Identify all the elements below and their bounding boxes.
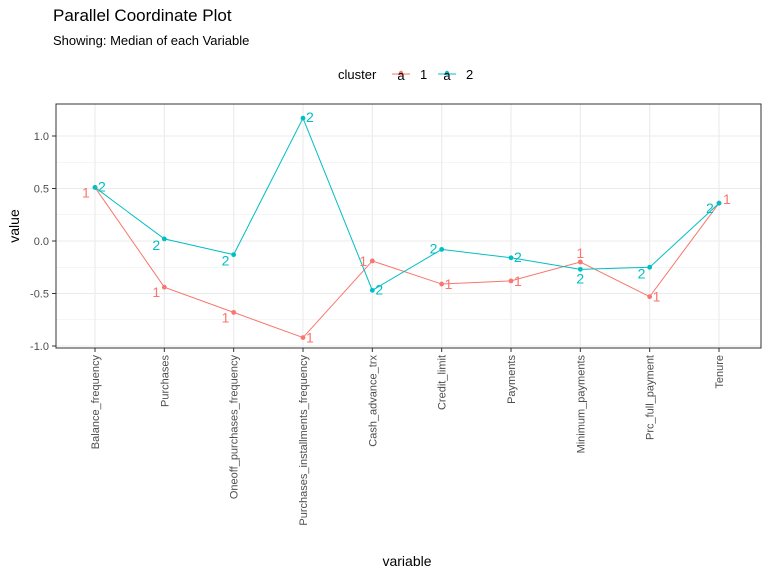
data-point	[508, 278, 514, 284]
x-tick-label: Payments	[506, 355, 518, 404]
chart-subtitle: Showing: Median of each Variable	[53, 33, 250, 48]
x-tick-label: Tenure	[714, 355, 726, 389]
data-point	[577, 259, 583, 265]
x-axis: Balance_frequency Purchases Oneoff_purchas…	[90, 348, 726, 526]
legend-title: cluster	[338, 67, 377, 82]
x-tick-label: Purchases	[159, 355, 171, 407]
data-point	[300, 115, 306, 121]
grid	[56, 104, 761, 348]
point-label: 1	[82, 184, 90, 200]
series-points	[92, 115, 722, 340]
x-tick-label: Minimum_payments	[575, 355, 587, 454]
x-tick-label: Purchases_installments_frequency	[298, 355, 310, 526]
legend-key-glyph: a	[443, 68, 451, 83]
chart-title: Parallel Coordinate Plot	[53, 6, 232, 25]
y-axis: -1.0 -0.5 0.0 0.5 1.0	[30, 131, 56, 353]
point-label: 2	[306, 109, 314, 125]
x-tick-label: Credit_limit	[437, 355, 449, 410]
data-point	[92, 185, 98, 190]
series-line-1	[94, 187, 720, 339]
data-point	[161, 236, 167, 242]
data-point	[577, 266, 583, 272]
point-label: 2	[152, 237, 160, 253]
y-tick-label: 0.0	[34, 236, 49, 248]
point-label: 1	[359, 253, 367, 269]
point-label: 1	[653, 289, 661, 305]
y-tick-label: -1.0	[30, 341, 49, 353]
x-tick-label: Balance_frequency	[90, 355, 102, 450]
point-label: 2	[430, 240, 438, 256]
data-point	[716, 200, 722, 206]
data-point	[647, 264, 653, 270]
legend-label: 1	[420, 67, 427, 82]
point-label: 2	[222, 253, 230, 269]
legend-label: 2	[466, 67, 473, 82]
data-point	[508, 255, 514, 261]
y-tick-label: -0.5	[30, 289, 49, 301]
series-lines	[94, 116, 720, 339]
point-label: 2	[638, 265, 646, 281]
data-point	[231, 310, 237, 315]
legend-key-point	[398, 70, 404, 76]
point-label: 1	[152, 284, 160, 300]
data-point	[647, 294, 653, 300]
data-point	[231, 252, 237, 258]
data-point	[369, 287, 375, 293]
point-label: 2	[98, 178, 106, 194]
x-tick-label: Cash_advance_trx	[367, 355, 379, 447]
data-point	[439, 281, 445, 287]
point-label: 1	[222, 309, 230, 325]
point-label: 2	[375, 281, 383, 297]
point-label: 2	[576, 270, 584, 286]
data-point	[300, 335, 306, 340]
data-point	[369, 258, 375, 264]
data-point	[439, 247, 445, 252]
data-point	[161, 284, 167, 290]
x-axis-title: variable	[382, 553, 431, 569]
legend-key-point	[444, 70, 450, 76]
x-tick-label: Prc_full_payment	[645, 355, 657, 440]
plot-panel	[55, 103, 762, 349]
point-label: 1	[514, 273, 522, 289]
y-axis-title: value	[6, 209, 22, 243]
x-tick-label: Oneoff_purchases_frequency	[229, 355, 241, 500]
y-tick-label: 1.0	[34, 131, 49, 143]
point-label: 1	[723, 191, 731, 207]
point-label: 2	[706, 200, 714, 216]
y-tick-label: 0.5	[34, 184, 49, 196]
point-label: 1	[445, 276, 453, 292]
point-label: 1	[306, 330, 314, 346]
series-line-2	[94, 116, 720, 292]
point-label: 2	[514, 249, 522, 265]
legend-key-glyph: a	[397, 68, 405, 83]
point-label: 1	[576, 245, 584, 261]
